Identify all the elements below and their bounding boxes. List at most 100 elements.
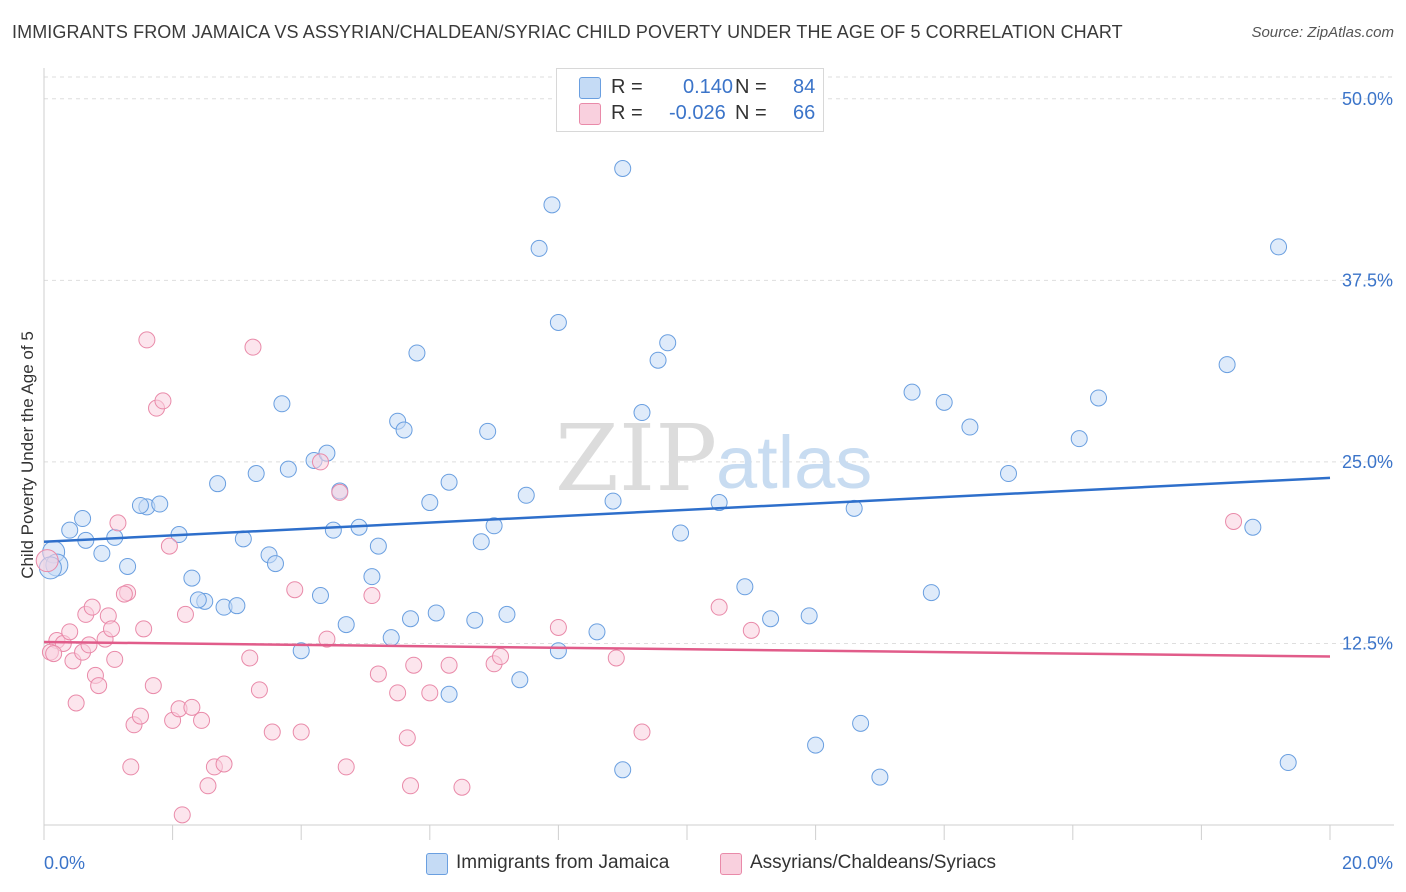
x-tick-label-max: 20.0% <box>1342 853 1393 873</box>
point-jamaica <box>427 604 445 622</box>
y-axis-label: Child Poverty Under the Age of 5 <box>18 331 37 579</box>
legend-swatch-assyrian <box>579 103 601 125</box>
point-jamaica <box>549 313 567 331</box>
point-jamaica <box>604 492 622 510</box>
point-jamaica <box>119 557 137 575</box>
point-assyrian <box>337 758 355 776</box>
point-assyrian <box>263 723 281 741</box>
point-jamaica <box>363 568 381 586</box>
point-jamaica <box>511 671 529 689</box>
point-assyrian <box>440 656 458 674</box>
point-jamaica <box>935 393 953 411</box>
point-assyrian <box>710 598 728 616</box>
y-tick-label: 50.0% <box>1342 89 1393 109</box>
point-jamaica <box>588 623 606 641</box>
point-assyrian <box>106 650 124 668</box>
trend-line-assyrian <box>43 640 1331 658</box>
n-value: 66 <box>793 102 816 124</box>
series-assyrian <box>35 331 1243 824</box>
grid <box>44 76 1394 644</box>
point-jamaica <box>1270 238 1288 256</box>
y-tick-label: 12.5% <box>1342 633 1393 653</box>
point-assyrian <box>138 331 156 349</box>
point-assyrian <box>549 618 567 636</box>
tick-labels: 12.5% 25.0% 37.5% 50.0% 0.0% 20.0% <box>44 89 1393 873</box>
trend-line-jamaica <box>43 476 1331 544</box>
point-jamaica <box>922 584 940 602</box>
point-jamaica <box>485 517 503 535</box>
point-jamaica <box>369 537 387 555</box>
point-jamaica <box>517 486 535 504</box>
point-assyrian <box>131 707 149 725</box>
point-jamaica <box>543 196 561 214</box>
point-jamaica <box>1218 356 1236 374</box>
point-jamaica <box>311 587 329 605</box>
point-assyrian <box>35 549 59 573</box>
point-jamaica <box>402 610 420 628</box>
x-tick-label-min: 0.0% <box>44 853 85 873</box>
point-assyrian <box>492 648 510 666</box>
point-jamaica <box>1070 430 1088 448</box>
point-jamaica <box>266 555 284 573</box>
point-assyrian <box>45 645 63 663</box>
point-assyrian <box>286 581 304 599</box>
n-value: 84 <box>793 76 816 98</box>
point-assyrian <box>241 649 259 667</box>
point-assyrian <box>61 623 79 641</box>
point-jamaica <box>247 465 265 483</box>
point-jamaica <box>649 351 667 369</box>
point-jamaica <box>549 642 567 660</box>
point-assyrian <box>144 677 162 695</box>
legend-swatch-assyrian <box>720 853 742 875</box>
point-assyrian <box>90 677 108 695</box>
point-assyrian <box>398 729 416 747</box>
point-assyrian <box>311 453 329 471</box>
r-label: R = <box>611 102 643 124</box>
r-value: -0.026 <box>669 102 726 124</box>
point-assyrian <box>633 723 651 741</box>
point-jamaica <box>530 239 548 257</box>
point-jamaica <box>614 761 632 779</box>
point-assyrian <box>199 777 217 795</box>
point-jamaica <box>659 334 677 352</box>
y-tick-label: 37.5% <box>1342 270 1393 290</box>
point-jamaica <box>440 473 458 491</box>
point-jamaica <box>1090 389 1108 407</box>
watermark-atlas: atlas <box>716 421 872 504</box>
point-jamaica <box>710 494 728 512</box>
r-value: 0.140 <box>683 76 734 98</box>
point-assyrian <box>292 723 310 741</box>
point-jamaica <box>395 421 413 439</box>
point-jamaica <box>807 736 825 754</box>
point-jamaica <box>131 496 149 514</box>
point-assyrian <box>318 630 336 648</box>
trend-lines <box>43 476 1331 658</box>
point-assyrian <box>115 585 133 603</box>
watermark: ZIP atlas <box>555 405 872 512</box>
point-jamaica <box>479 422 497 440</box>
point-jamaica <box>382 629 400 647</box>
point-jamaica <box>279 460 297 478</box>
n-label: N = <box>735 76 767 98</box>
chart-title: IMMIGRANTS FROM JAMAICA VS ASSYRIAN/CHAL… <box>12 22 1123 42</box>
point-assyrian <box>80 636 98 654</box>
point-assyrian <box>173 806 191 824</box>
watermark-zip: ZIP <box>555 405 717 512</box>
point-jamaica <box>228 597 246 615</box>
point-assyrian <box>363 587 381 605</box>
point-jamaica <box>209 475 227 493</box>
point-jamaica <box>1279 754 1297 772</box>
point-jamaica <box>151 495 169 513</box>
source-label: Source: ZipAtlas.com <box>1251 24 1394 41</box>
point-assyrian <box>389 684 407 702</box>
point-assyrian <box>83 598 101 616</box>
point-jamaica <box>961 418 979 436</box>
point-assyrian <box>244 338 262 356</box>
axes <box>43 68 1394 840</box>
point-jamaica <box>736 578 754 596</box>
point-assyrian <box>405 656 423 674</box>
point-assyrian <box>109 514 127 532</box>
point-jamaica <box>440 685 458 703</box>
point-jamaica <box>189 591 207 609</box>
point-assyrian <box>193 711 211 729</box>
